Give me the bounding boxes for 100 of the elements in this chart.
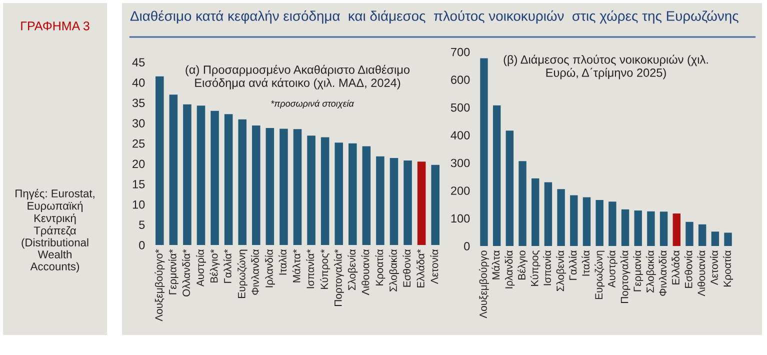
y-tick-label: 10 bbox=[132, 200, 145, 209]
x-tick-label: Ευρωζώνη bbox=[237, 250, 248, 298]
bar bbox=[376, 156, 384, 245]
bar bbox=[210, 110, 219, 245]
x-tick-label: Ισπανία bbox=[543, 250, 551, 286]
bar bbox=[544, 182, 552, 246]
bar bbox=[169, 94, 178, 245]
bar bbox=[293, 129, 302, 245]
text: ΓΡΑΦΗΜΑ 3 bbox=[21, 22, 90, 30]
text: (α) Προσαρμοσμένο Ακαθάριστο Διαθέσιμο Εισόδημα ανά κάτοικο (χιλ. ΜΑΔ, 2024) bbox=[186, 64, 410, 90]
x-tick-label: Κύπρος* bbox=[320, 249, 330, 289]
x-tick-label: Κύπρος bbox=[530, 250, 540, 286]
y-tick-label: 600 bbox=[451, 76, 470, 84]
x-tick-label: Ιρλανδία bbox=[264, 249, 275, 288]
x-tick-label: Μάλτα bbox=[492, 250, 500, 280]
bar bbox=[156, 76, 164, 245]
x-tick-label: Γαλλία* bbox=[223, 249, 232, 283]
x-tick-label: Βέλγιο bbox=[518, 250, 528, 280]
x-tick-label: Λετονία bbox=[430, 249, 438, 284]
bar bbox=[660, 212, 668, 246]
bar bbox=[582, 197, 591, 246]
bar bbox=[348, 143, 357, 245]
bar bbox=[238, 119, 246, 245]
bar bbox=[390, 158, 398, 245]
y-tick-label: 500 bbox=[450, 103, 470, 112]
bar bbox=[621, 209, 630, 246]
bar bbox=[431, 164, 440, 245]
bar bbox=[334, 142, 343, 245]
x-tick-label: Αυστρία bbox=[196, 249, 206, 287]
bar bbox=[196, 106, 206, 245]
x-tick-label: Ευρωζώνη bbox=[594, 250, 605, 300]
text: Πηγές: Eurostat, Ευρωπαϊκή Κεντρική Τράπεζα (Distributional Wealth Accounts) bbox=[16, 188, 94, 273]
bar bbox=[608, 202, 616, 246]
y-tick-label: 300 bbox=[450, 158, 470, 168]
x-tick-label: Γερμανία bbox=[633, 250, 644, 292]
bar bbox=[492, 105, 501, 246]
x-tick-label: Βέλγιο* bbox=[210, 249, 220, 282]
bar bbox=[480, 58, 488, 246]
bar bbox=[596, 200, 604, 246]
bar bbox=[362, 146, 371, 245]
x-tick-label: Λουξεμβούργο bbox=[478, 250, 489, 318]
bar bbox=[557, 189, 565, 246]
y-tick-label: 45 bbox=[132, 58, 145, 67]
x-tick-label: Ισπανία* bbox=[306, 249, 314, 288]
x-tick-label: Λουξεμβούργο* bbox=[154, 249, 165, 322]
bar bbox=[532, 178, 540, 246]
bar bbox=[417, 162, 426, 245]
x-tick-label: Λιθουανία bbox=[697, 250, 706, 296]
chart-title: Διαθέσιμο κατά κεφαλήν εισόδημα και διάμεσος πλούτος νοικοκυριών στις χώρες της Ευρωζώνης bbox=[130, 10, 738, 24]
bar bbox=[518, 161, 526, 246]
annotation: *προσωρινά στοιχεία bbox=[271, 100, 354, 109]
x-tick-label: Σλοβακία bbox=[646, 250, 656, 292]
bar bbox=[698, 224, 706, 246]
bar bbox=[404, 160, 412, 245]
x-tick-label: Γαλλία bbox=[568, 250, 577, 280]
x-tick-label: Κροατία bbox=[375, 249, 386, 286]
bar bbox=[506, 130, 514, 246]
y-tick-label: 40 bbox=[132, 78, 145, 87]
x-tick-label: Σλοβενία bbox=[556, 250, 566, 292]
x-tick-label: Πορτογαλία bbox=[620, 250, 630, 303]
x-tick-label: Σλοβακία bbox=[388, 249, 399, 292]
y-tick-label: 200 bbox=[451, 186, 470, 195]
x-tick-label: Ιταλία bbox=[278, 249, 287, 275]
bar bbox=[724, 232, 732, 246]
bar bbox=[634, 210, 642, 246]
x-tick-label: Φινλανδία bbox=[250, 249, 259, 295]
x-tick-label: Ελλάδα* bbox=[416, 249, 424, 288]
y-tick-label: 35 bbox=[132, 98, 145, 108]
x-tick-label: Ελλάδα bbox=[671, 250, 680, 284]
bar bbox=[320, 137, 330, 245]
y-tick-label: 30 bbox=[132, 119, 145, 128]
y-tick-label: 20 bbox=[132, 160, 145, 168]
bar bbox=[252, 126, 260, 245]
bar bbox=[280, 128, 288, 245]
x-tick-label: Λιθουανία bbox=[361, 249, 370, 296]
text: (β) Διάμεσος πλούτος νοικοκυριών (χιλ. Ευρώ, Δ΄τρίμηνο 2025) bbox=[504, 54, 708, 80]
bar bbox=[570, 195, 578, 246]
x-tick-label: Φινλανδία bbox=[658, 250, 667, 296]
x-tick-label: Γερμανία* bbox=[168, 249, 178, 294]
bar bbox=[183, 104, 192, 245]
x-tick-label: Σλοβενία bbox=[348, 249, 358, 290]
x-tick-label: Ιταλία bbox=[582, 250, 590, 276]
y-tick-label: 15 bbox=[132, 180, 145, 188]
x-tick-label: Ολλανδία* bbox=[182, 249, 190, 296]
bar bbox=[266, 128, 274, 245]
y-tick-label: 100 bbox=[451, 214, 470, 223]
bar bbox=[307, 136, 316, 245]
x-tick-label: Λετονία bbox=[710, 250, 718, 286]
x-tick-label: Κροατία bbox=[723, 250, 734, 286]
y-tick-label: 700 bbox=[451, 48, 470, 56]
y-tick-label: 0 bbox=[464, 242, 470, 250]
y-tick-label: 400 bbox=[450, 131, 470, 140]
bar bbox=[686, 222, 694, 246]
x-tick-label: Ιρλανδία bbox=[504, 250, 515, 288]
bar bbox=[647, 211, 655, 246]
y-tick-label: 0 bbox=[139, 240, 145, 250]
x-tick-label: Εσθονία bbox=[684, 250, 692, 288]
y-tick-label: 5 bbox=[139, 220, 145, 230]
bar bbox=[672, 214, 680, 246]
bar bbox=[711, 232, 720, 246]
